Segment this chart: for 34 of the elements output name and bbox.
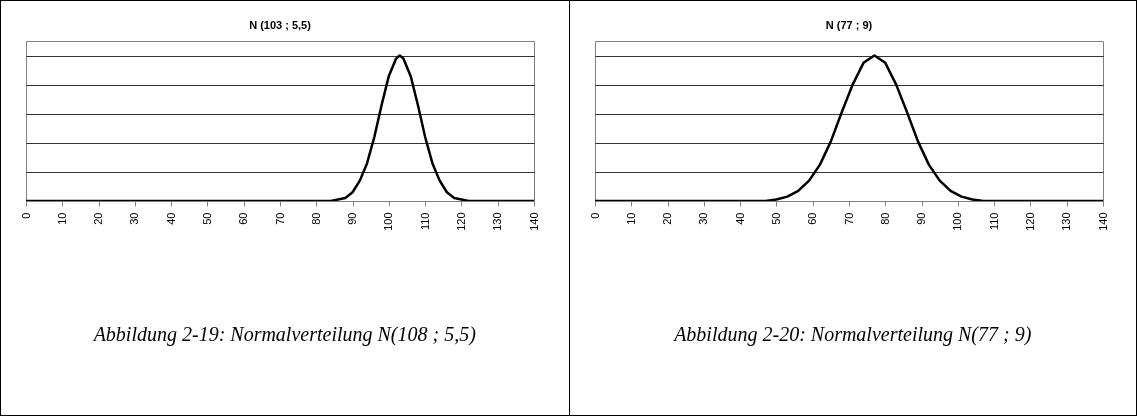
x-tick-label: 90: [914, 212, 927, 225]
chart-title: N (103 ; 5,5): [249, 19, 312, 31]
x-tick-label: 20: [660, 212, 673, 225]
x-tick-label: 120: [454, 212, 467, 231]
x-tick-label: 0: [19, 212, 32, 219]
x-tick-label: 80: [878, 212, 891, 225]
text: Abbildung 2-20: Normalverteilung N(77 ; 9): [672, 323, 1033, 346]
x-tick-label: 60: [237, 212, 250, 225]
x-tick-label: 120: [1023, 212, 1036, 231]
x-tick-label: 60: [805, 212, 818, 225]
x-tick-label: 10: [55, 212, 68, 225]
x-tick-label: 90: [346, 212, 359, 225]
x-tick-label: 50: [769, 212, 782, 225]
x-tick-label: 100: [950, 212, 963, 231]
x-tick-label: 110: [418, 212, 431, 231]
chart-title: N (77 ; 9): [825, 19, 873, 31]
x-tick-label: 0: [588, 212, 600, 219]
x-tick-label: 40: [164, 212, 177, 225]
text: Abbildung 2-19: Normalverteilung N(108 ; 5,5): [92, 323, 477, 346]
x-tick-label: 100: [382, 212, 395, 231]
x-tick-label: 20: [92, 212, 105, 225]
x-tick-label: 30: [696, 212, 709, 225]
x-tick-label: 140: [527, 212, 540, 231]
x-tick-label: 30: [128, 212, 141, 225]
x-tick-label: 70: [273, 212, 286, 225]
x-tick-label: 10: [624, 212, 637, 225]
x-tick-label: 130: [1059, 212, 1072, 231]
x-tick-label: 50: [200, 212, 213, 225]
x-tick-label: 140: [1096, 212, 1108, 231]
x-tick-label: 70: [842, 212, 854, 225]
x-tick-label: 40: [733, 212, 746, 225]
x-tick-label: 110: [987, 212, 1000, 231]
x-tick-label: 130: [491, 212, 504, 231]
x-tick-label: 80: [309, 212, 322, 225]
